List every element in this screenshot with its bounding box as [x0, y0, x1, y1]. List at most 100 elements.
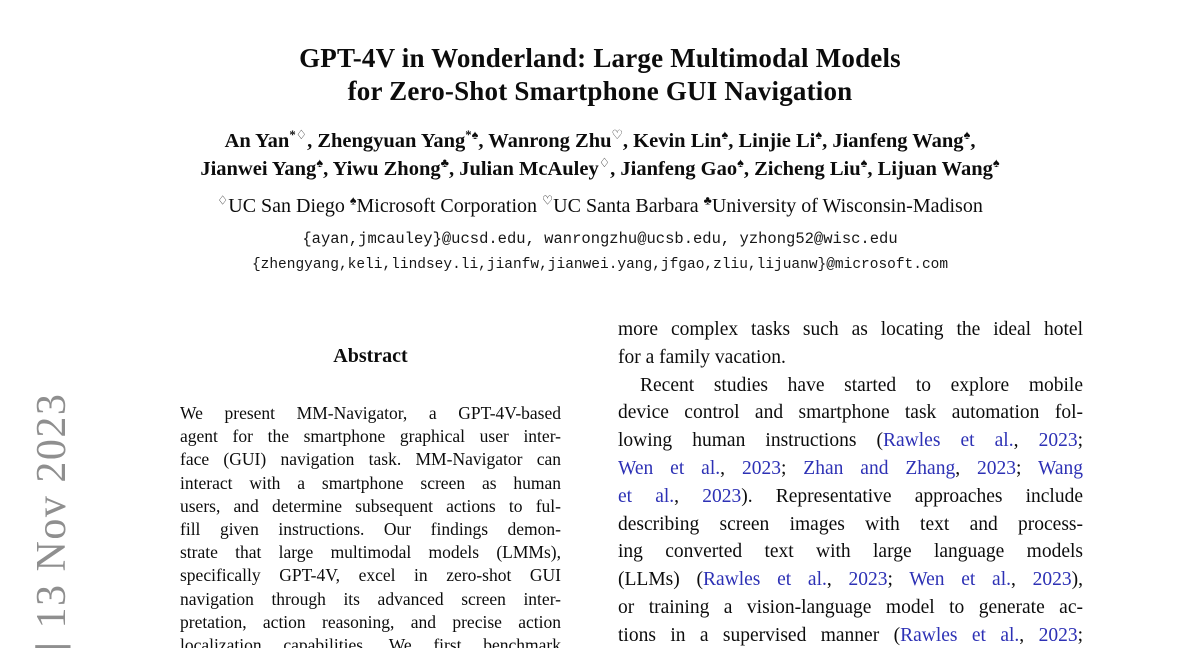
affiliation-mark: ♡ [542, 193, 554, 208]
text-run: fill given instructions. Our findings de… [180, 519, 561, 540]
citation-link[interactable]: 2023 [1032, 569, 1072, 591]
affiliation-name: University of Wisconsin-Madison [711, 195, 983, 217]
abstract-heading: Abstract [333, 345, 408, 367]
citation-link[interactable]: 2023 [1038, 430, 1078, 452]
author-name: Linjie Li [738, 130, 816, 152]
text-run: for a family vacation. [618, 346, 786, 368]
author-affiliation-mark: ♠ [721, 128, 729, 143]
text-line: navigation through its advanced screen i… [180, 588, 561, 611]
text-run: tions in a supervised manner ( [618, 624, 901, 646]
text-line: (LLMs) (Rawles et al., 2023; Wen et al.,… [618, 566, 1083, 594]
text-run: , [1013, 430, 1039, 452]
citation-link[interactable]: Rawles et al. [702, 569, 827, 591]
text-run: ; [1077, 624, 1083, 646]
text-line: lowing human instructions (Rawles et al.… [618, 427, 1083, 455]
authors-line-1: An Yan*♢, Zhengyuan Yang*♠, Wanrong Zhu♡… [224, 128, 976, 152]
text-run: (LLMs) ( [618, 569, 703, 591]
text-run: interact with a smartphone screen as hum… [180, 472, 561, 493]
text-run: , [826, 569, 849, 591]
author-name: Lijuan Wang [877, 157, 993, 180]
title-line-2: for Zero-Shot Smartphone GUI Navigation [347, 76, 853, 106]
author-name: Jianwei Yang [200, 157, 317, 180]
author-affiliation-mark: ♠ [316, 155, 324, 170]
text-run: We present MM-Navigator, a GPT-4V-based [180, 403, 561, 423]
text-line: more complex tasks such as locating the … [618, 316, 1083, 344]
affiliation-mark: ♣ [703, 193, 712, 208]
text-run: lowing human instructions ( [618, 430, 883, 452]
text-run: users, and determine subsequent actions … [180, 495, 561, 516]
text-line: Recent studies have started to explore m… [618, 372, 1083, 400]
text-line: device control and smartphone task autom… [618, 399, 1083, 427]
text-run: strate that large multimodal models (LMM… [180, 542, 561, 563]
text-line: Wen et al., 2023; Zhan and Zhang, 2023; … [618, 455, 1083, 483]
affiliation-mark: ♠ [349, 193, 357, 208]
text-line: localization capabilities. We first benc… [180, 634, 561, 648]
text-line: ing converted text with large language m… [618, 538, 1083, 566]
text-line: agent for the smartphone graphical user … [180, 425, 561, 448]
affiliation-name: UC Santa Barbara [553, 195, 704, 217]
text-run: , [674, 485, 703, 507]
text-run: or training a vision-language model to g… [618, 596, 1083, 618]
text-line: pretation, action reasoning, and precise… [180, 611, 561, 634]
text-run: agent for the smartphone graphical user … [180, 426, 561, 447]
text-run: , [955, 457, 978, 479]
text-line: for a family vacation. [618, 344, 1083, 372]
citation-link[interactable]: Wen et al. [618, 457, 721, 479]
citation-link[interactable]: Rawles et al. [900, 624, 1020, 646]
author-name: Yiwu Zhong [332, 157, 441, 180]
citation-link[interactable]: 2023 [1038, 624, 1078, 646]
abstract-body: We present MM-Navigator, a GPT-4V-based a… [180, 402, 561, 648]
citation-link[interactable]: 2023 [848, 569, 888, 591]
text-run: ; [780, 457, 804, 479]
text-run: describing screen images with text and p… [618, 513, 1083, 535]
title-line-1: GPT-4V in Wonderland: Large Multimodal M… [299, 43, 901, 73]
citation-link[interactable]: 2023 [702, 485, 742, 507]
author-name: Julian McAuley [459, 157, 599, 180]
text-run: face (GUI) navigation task. MM-Navigator… [180, 449, 561, 470]
citation-link[interactable]: Rawles et al. [883, 430, 1014, 452]
text-line: interact with a smartphone screen as hum… [180, 472, 561, 495]
authors-line-2: Jianwei Yang♠, Yiwu Zhong♣, Julian McAul… [200, 155, 1000, 180]
paper-title: GPT-4V in Wonderland: Large Multimodal M… [0, 42, 1200, 108]
author-affiliation-mark: ♠ [737, 155, 744, 170]
text-line: users, and determine subsequent actions … [180, 495, 561, 518]
introduction-column: more complex tasks such as locating the … [618, 316, 1083, 648]
text-run: Recent studies have started to explore m… [640, 374, 1083, 396]
citation-link[interactable]: 2023 [741, 457, 781, 479]
citation-link[interactable]: et al. [618, 485, 675, 507]
citation-link[interactable]: Wang [1038, 457, 1084, 479]
text-run: ). Representative approaches include [741, 485, 1083, 507]
author-name: Jianfeng Gao [620, 157, 738, 180]
text-run: , [720, 457, 742, 479]
author-affiliation-mark: ♠ [963, 128, 971, 143]
contact-emails: {ayan,jmcauley}@ucsd.edu, wanrongzhu@ucs… [0, 226, 1200, 278]
author-name: An Yan [224, 130, 290, 152]
text-run: specifically GPT-4V, excel in zero-shot … [180, 565, 561, 586]
affiliation-name: Microsoft Corporation [356, 195, 543, 217]
text-run: localization capabilities. We first benc… [180, 635, 561, 648]
text-line: or training a vision-language model to g… [618, 594, 1083, 622]
author-affiliation-mark: ♠ [815, 128, 823, 143]
text-run: ing converted text with large language m… [618, 541, 1083, 563]
text-line: fill given instructions. Our findings de… [180, 518, 561, 541]
text-run: navigation through its advanced screen i… [180, 588, 561, 609]
author-affiliation-mark: ♠ [992, 155, 1000, 170]
citation-link[interactable]: 2023 [977, 457, 1017, 479]
affiliation-mark: ♢ [217, 193, 229, 208]
text-line: strate that large multimodal models (LMM… [180, 541, 561, 564]
author-name: Jianfeng Wang [832, 130, 964, 152]
author-list: An Yan*♢, Zhengyuan Yang*♠, Wanrong Zhu♡… [50, 128, 1150, 183]
text-run: pretation, action reasoning, and precise… [180, 611, 561, 632]
text-run: more complex tasks such as locating the … [618, 319, 1083, 340]
citation-link[interactable]: Zhan and Zhang [803, 457, 956, 479]
citation-link[interactable]: Wen et al. [909, 569, 1011, 591]
text-run: ; [1077, 430, 1083, 452]
email-line-1: {ayan,jmcauley}@ucsd.edu, wanrongzhu@ucs… [302, 230, 898, 248]
text-line: specifically GPT-4V, excel in zero-shot … [180, 564, 561, 587]
author-affiliation-mark: ♡ [611, 128, 623, 143]
text-line: We present MM-Navigator, a GPT-4V-based [180, 402, 561, 425]
affiliations: ♢UC San Diego ♠Microsoft Corporation ♡UC… [50, 193, 1150, 219]
text-line: et al., 2023). Representative approaches… [618, 483, 1083, 511]
author-name: Wanrong Zhu [488, 130, 612, 152]
